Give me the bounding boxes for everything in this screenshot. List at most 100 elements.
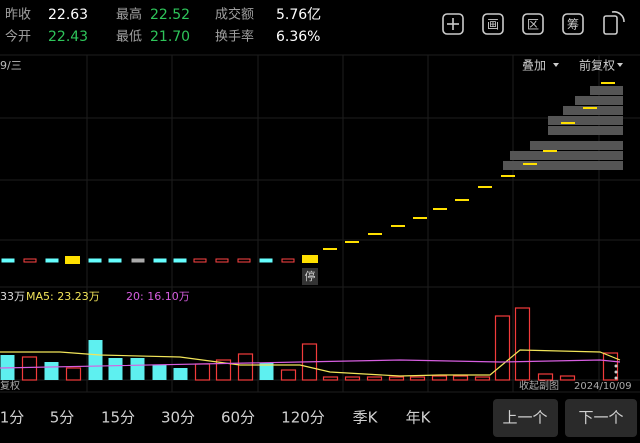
collapse-button[interactable]: 收起副图 xyxy=(519,379,559,392)
stat-label: 昨收 xyxy=(5,8,31,23)
candle xyxy=(601,82,615,84)
candle xyxy=(368,233,382,235)
volume-bar xyxy=(322,376,339,381)
icon-label: 区 xyxy=(527,18,539,32)
candle xyxy=(323,248,337,250)
volume-bar xyxy=(344,376,361,381)
candle xyxy=(65,256,80,264)
candle xyxy=(543,150,557,152)
chip-bar xyxy=(590,86,623,95)
stat-value: 6.36% xyxy=(276,29,320,45)
ma20-line xyxy=(0,359,621,369)
volume-bar xyxy=(537,373,554,381)
dropdown-arrow xyxy=(553,63,559,67)
volume-bar xyxy=(409,376,426,381)
volume-bar xyxy=(514,307,531,381)
chip-bar xyxy=(548,116,623,125)
halt-label: 停 xyxy=(305,269,316,283)
volume-bar xyxy=(366,376,383,381)
volume-bar xyxy=(602,352,619,381)
icon-label: 筹 xyxy=(567,18,579,32)
volume-bar xyxy=(388,376,405,381)
chip-bar xyxy=(510,151,623,160)
volume-legend: 20: 16.10万 xyxy=(126,290,190,303)
period-tab[interactable]: 5分 xyxy=(50,409,75,427)
volume-bar xyxy=(173,368,188,380)
date-label: 2024/10/09 xyxy=(574,381,632,392)
stat-label: 成交额 xyxy=(215,7,254,23)
prev-button[interactable] xyxy=(493,399,558,437)
volume-bar xyxy=(21,356,38,381)
volume-bar xyxy=(108,358,123,380)
add-icon[interactable] xyxy=(442,13,464,35)
volume-bar xyxy=(431,375,448,381)
candle xyxy=(45,258,59,263)
volume-bar xyxy=(152,365,167,380)
halt-badge xyxy=(302,268,318,285)
volume-bar xyxy=(280,369,297,381)
volume-legend: MA5: 23.23万 xyxy=(26,290,100,303)
volume-bar xyxy=(452,375,469,381)
stat-value: 22.52 xyxy=(150,7,190,23)
period-tab[interactable]: 年K xyxy=(406,409,432,427)
period-tab[interactable]: 15分 xyxy=(101,409,135,427)
rotate-arrow xyxy=(611,11,625,23)
stat-value: 22.63 xyxy=(48,7,88,23)
period-tab[interactable]: 60分 xyxy=(221,409,255,427)
candle xyxy=(131,258,145,263)
next-label: 下一个 xyxy=(578,409,623,427)
volume-bar xyxy=(130,358,145,380)
range-icon[interactable] xyxy=(522,13,544,35)
stat-value: 5.76亿 xyxy=(276,7,321,23)
volume-bar xyxy=(215,359,232,381)
candle xyxy=(281,258,295,263)
volume-bar xyxy=(259,363,274,380)
volume-bar xyxy=(494,315,511,381)
icon-label: 画 xyxy=(487,18,499,32)
next-button[interactable] xyxy=(565,399,637,437)
chip-bar xyxy=(548,126,623,135)
period-tab[interactable]: 1分 xyxy=(0,409,24,427)
more-dot xyxy=(614,370,618,374)
period-tab[interactable]: 季K xyxy=(353,409,379,427)
rotate-icon[interactable] xyxy=(603,15,618,35)
candle xyxy=(88,258,102,263)
more-dot xyxy=(614,364,618,368)
candle xyxy=(523,163,537,165)
overlay-button[interactable]: 叠加 xyxy=(522,59,546,73)
candle xyxy=(153,258,167,263)
chip-bar xyxy=(575,96,623,105)
candle xyxy=(1,258,15,263)
period-tab[interactable]: 30分 xyxy=(161,409,195,427)
candle xyxy=(455,199,469,201)
volume-legend: 33万 xyxy=(0,290,25,303)
candle xyxy=(391,225,405,227)
volume-bar xyxy=(65,367,82,381)
candle xyxy=(413,217,427,219)
candle xyxy=(108,258,122,263)
candle xyxy=(23,258,37,263)
stat-label: 换手率 xyxy=(215,29,254,45)
candle xyxy=(433,208,447,210)
stat-label: 最低 xyxy=(116,30,142,45)
candle xyxy=(237,258,251,263)
stat-value: 22.43 xyxy=(48,29,88,45)
prev-label: 上一个 xyxy=(502,409,547,427)
date-label: 9/三 xyxy=(0,59,22,72)
candle xyxy=(193,258,207,263)
chip-icon[interactable] xyxy=(562,13,584,35)
ma5-line xyxy=(0,349,621,377)
adjust-button[interactable]: 前复权 xyxy=(579,58,615,73)
period-tab[interactable]: 120分 xyxy=(281,409,325,427)
footer-label: 复权 xyxy=(0,379,20,392)
candle xyxy=(583,107,597,109)
draw-icon[interactable] xyxy=(482,13,504,35)
candle xyxy=(173,258,187,263)
candle xyxy=(501,175,515,177)
volume-bar xyxy=(237,353,254,381)
volume-bar xyxy=(559,375,576,381)
candle xyxy=(215,258,229,263)
candle xyxy=(561,122,575,124)
candle xyxy=(259,258,273,263)
